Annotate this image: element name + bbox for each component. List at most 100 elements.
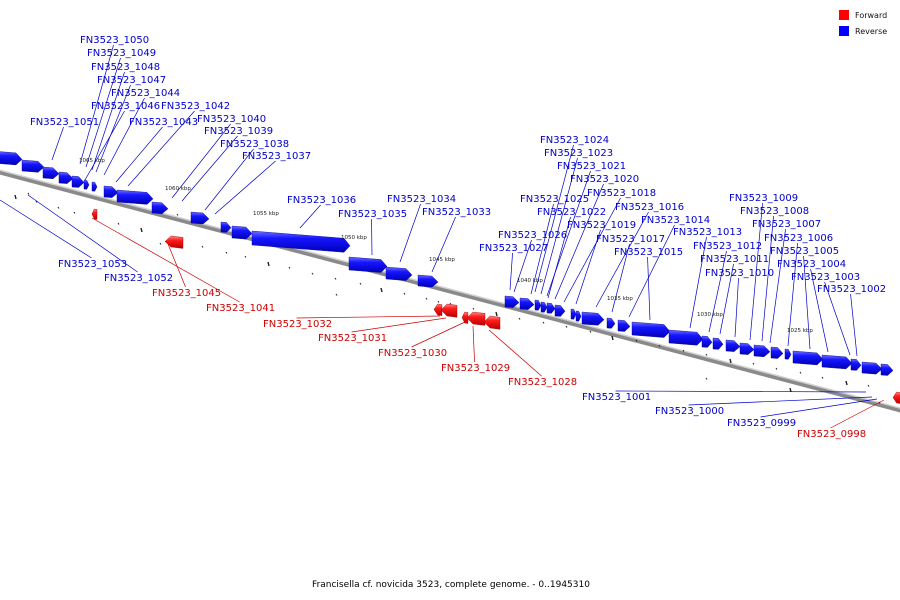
- forward-gene-arrow[interactable]: [164, 235, 184, 249]
- gene-label-fn3523-1031[interactable]: FN3523_1031: [318, 317, 447, 344]
- gene-FN3523_1041[interactable]: [91, 208, 98, 220]
- gene-FN3523_0998[interactable]: [892, 391, 900, 404]
- gene-left-0[interactable]: [0, 151, 23, 166]
- gene-mid-6[interactable]: [385, 266, 413, 281]
- reverse-gene-arrow[interactable]: [103, 185, 119, 198]
- reverse-gene-arrow[interactable]: [385, 266, 413, 281]
- gene-label-fn3523-1012[interactable]: FN3523_1012: [693, 241, 762, 333]
- gene-FN3523_1045[interactable]: [164, 235, 184, 249]
- gene-label-fn3523-1016[interactable]: FN3523_1016: [595, 202, 684, 308]
- gene-label-fn3523-1007[interactable]: FN3523_1007: [752, 219, 821, 344]
- gene-left-3[interactable]: [58, 171, 74, 184]
- reverse-gene-arrow[interactable]: [348, 256, 388, 273]
- gene-label-fn3523-1014[interactable]: FN3523_1014: [628, 215, 710, 318]
- gene-left-6[interactable]: [91, 181, 98, 192]
- gene-FN3523_1014[interactable]: [701, 335, 713, 348]
- gene-FN3523_1009[interactable]: [770, 346, 784, 359]
- gene-left-5[interactable]: [83, 179, 90, 190]
- gene-mid-5[interactable]: [348, 256, 388, 273]
- gene-label-fn3523-1040[interactable]: FN3523_1040: [171, 114, 266, 199]
- reverse-gene-arrow[interactable]: [581, 311, 605, 326]
- gene-FN3523_1003[interactable]: [880, 363, 894, 376]
- gene-label-fn3523-1035[interactable]: FN3523_1035: [338, 209, 407, 256]
- gene-label-fn3523-1029[interactable]: FN3523_1029: [441, 325, 510, 374]
- gene-label-fn3523-1049[interactable]: FN3523_1049: [85, 48, 156, 168]
- reverse-gene-arrow[interactable]: [534, 299, 542, 311]
- gene-label-fn3523-1053[interactable]: FN3523_1053: [0, 199, 127, 270]
- reverse-gene-arrow[interactable]: [554, 304, 566, 317]
- gene-FN3523_1016[interactable]: [631, 321, 671, 338]
- gene-label-fn3523-1030[interactable]: FN3523_1030: [378, 321, 466, 359]
- gene-left-4[interactable]: [71, 175, 85, 188]
- reverse-gene-arrow[interactable]: [770, 346, 784, 359]
- gene-left-1[interactable]: [21, 159, 45, 173]
- reverse-gene-arrow[interactable]: [151, 201, 169, 214]
- gene-FN3523_1030[interactable]: [461, 311, 469, 324]
- gene-FN3523_1005[interactable]: [850, 358, 862, 371]
- reverse-gene-arrow[interactable]: [880, 363, 894, 376]
- reverse-gene-arrow[interactable]: [606, 317, 616, 329]
- gene-label-fn3523-1044[interactable]: FN3523_1044: [103, 88, 180, 176]
- reverse-gene-arrow[interactable]: [231, 225, 253, 240]
- gene-FN3523_1027[interactable]: [504, 295, 520, 308]
- reverse-gene-arrow[interactable]: [83, 179, 90, 190]
- gene-label-fn3523-1039[interactable]: FN3523_1039: [181, 126, 273, 202]
- gene-FN3523_1011[interactable]: [739, 342, 755, 355]
- gene-label-fn3523-1051[interactable]: FN3523_1051: [30, 117, 99, 161]
- gene-label-fn3523-1010[interactable]: FN3523_1010: [705, 268, 774, 338]
- gene-FN3523_1006[interactable]: [821, 354, 853, 370]
- gene-label-fn3523-1006[interactable]: FN3523_1006: [764, 233, 833, 347]
- gene-mid-2[interactable]: [220, 221, 232, 233]
- reverse-gene-arrow[interactable]: [58, 171, 74, 184]
- gene-label-fn3523-1025[interactable]: FN3523_1025: [520, 194, 589, 295]
- gene-label-fn3523-1027[interactable]: FN3523_1027: [479, 243, 548, 291]
- reverse-gene-arrow[interactable]: [91, 181, 98, 192]
- gene-label-fn3523-0999[interactable]: FN3523_0999: [727, 398, 878, 429]
- gene-FN3523_1019[interactable]: [581, 311, 605, 326]
- reverse-gene-arrow[interactable]: [668, 329, 704, 346]
- reverse-gene-arrow[interactable]: [861, 361, 883, 375]
- reverse-gene-arrow[interactable]: [739, 342, 755, 355]
- gene-FN3523_1025[interactable]: [534, 299, 542, 311]
- gene-mid-1[interactable]: [190, 211, 210, 225]
- gene-FN3523_1028[interactable]: [483, 315, 501, 330]
- forward-gene-arrow[interactable]: [461, 311, 469, 324]
- gene-FN3523_1007[interactable]: [792, 350, 824, 366]
- gene-left-8[interactable]: [116, 189, 154, 205]
- reverse-gene-arrow[interactable]: [701, 335, 713, 348]
- reverse-gene-arrow[interactable]: [42, 166, 60, 179]
- reverse-gene-arrow[interactable]: [71, 175, 85, 188]
- forward-gene-arrow[interactable]: [892, 391, 900, 404]
- gene-label-fn3523-1013[interactable]: FN3523_1013: [673, 227, 742, 329]
- gene-FN3523_1023[interactable]: [546, 302, 556, 314]
- gene-FN3523_1017[interactable]: [617, 319, 631, 332]
- reverse-gene-arrow[interactable]: [21, 159, 45, 173]
- reverse-gene-arrow[interactable]: [712, 337, 724, 350]
- gene-label-fn3523-1047[interactable]: FN3523_1047: [95, 75, 166, 173]
- reverse-gene-arrow[interactable]: [504, 295, 520, 308]
- gene-label-fn3523-1041[interactable]: FN3523_1041: [91, 217, 275, 314]
- gene-label-fn3523-1008[interactable]: FN3523_1008: [740, 206, 809, 342]
- gene-mid-7[interactable]: [417, 274, 439, 288]
- forward-gene-arrow[interactable]: [483, 315, 501, 330]
- gene-label-fn3523-1021[interactable]: FN3523_1021: [546, 161, 626, 297]
- reverse-gene-arrow[interactable]: [546, 302, 556, 314]
- reverse-gene-arrow[interactable]: [792, 350, 824, 366]
- gene-label-fn3523-1028[interactable]: FN3523_1028: [488, 329, 577, 388]
- gene-label-fn3523-1036[interactable]: FN3523_1036: [287, 195, 356, 229]
- gene-label-fn3523-1052[interactable]: FN3523_1052: [27, 194, 173, 284]
- gene-mid-3[interactable]: [231, 225, 253, 240]
- gene-FN3523_1020[interactable]: [575, 310, 582, 322]
- gene-left-7[interactable]: [103, 185, 119, 198]
- gene-label-fn3523-1020[interactable]: FN3523_1020: [554, 174, 639, 300]
- forward-gene-arrow[interactable]: [433, 303, 443, 316]
- reverse-gene-arrow[interactable]: [753, 344, 771, 357]
- gene-FN3523_1026[interactable]: [519, 297, 535, 310]
- gene-label-fn3523-1015[interactable]: FN3523_1015: [614, 247, 683, 321]
- gene-FN3523_1018[interactable]: [606, 317, 616, 329]
- gene-FN3523_1029[interactable]: [466, 311, 486, 326]
- gene-label-fn3523-1037[interactable]: FN3523_1037: [214, 151, 311, 215]
- gene-label-fn3523-1023[interactable]: FN3523_1023: [540, 148, 613, 295]
- gene-FN3523_1004[interactable]: [861, 361, 883, 375]
- gene-label-fn3523-1002[interactable]: FN3523_1002: [817, 284, 886, 357]
